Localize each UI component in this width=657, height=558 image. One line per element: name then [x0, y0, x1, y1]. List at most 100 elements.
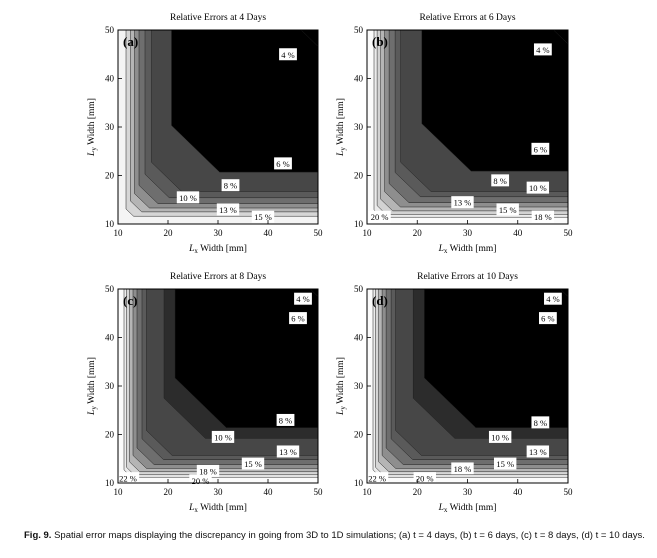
contour-label: 18 %: [454, 464, 472, 474]
contour-label: 20 %: [192, 476, 210, 486]
panel-c: 4 % 6 % 8 % 10 % 13 % 15 % 18 %20 % 22 % 10 20 30 4…: [87, 272, 323, 514]
y-axis-label: Ly Width [mm]: [336, 357, 347, 416]
y-axis-label-sub: y: [339, 406, 347, 410]
contour-label: 13 %: [529, 447, 547, 457]
contour-label-bg: [368, 210, 391, 223]
y-tick-label: 30: [354, 381, 364, 391]
contour-label: 8 %: [279, 415, 292, 425]
y-axis-label-rest: Width [mm]: [87, 357, 97, 406]
y-tick-label: 10: [105, 478, 115, 488]
y-tick-label: 50: [105, 284, 115, 294]
contour-label: 6 %: [534, 144, 547, 154]
y-axis-label-rest: Width [mm]: [87, 98, 97, 147]
y-axis-label: Ly Width [mm]: [336, 98, 347, 157]
contour-fills: [125, 30, 318, 217]
contour-label-bg: [251, 210, 275, 223]
panel-label: (c): [123, 293, 137, 308]
panel-label: (a): [123, 34, 138, 49]
contour-fills: [373, 30, 568, 218]
y-tick-label: 30: [354, 122, 364, 132]
contour-label: 15 %: [254, 212, 272, 222]
contour-label: 13 %: [279, 447, 297, 457]
x-axis-label-sub: x: [444, 506, 448, 514]
chart-title: Relative Errors at 8 Days: [170, 272, 266, 282]
chart-title: Relative Errors at 6 Days: [419, 13, 515, 23]
contour-label: 8 %: [534, 418, 547, 428]
x-axis-label-var: L: [188, 244, 194, 254]
contour-label-bg: [216, 203, 240, 216]
contour-label: 10 %: [214, 432, 232, 442]
x-tick-label: 10: [114, 228, 124, 238]
y-tick-label: 40: [105, 74, 115, 84]
x-axis-label: Lx Width [mm]: [438, 244, 497, 255]
contour-label: 10 %: [529, 183, 547, 193]
contour-label: 6 %: [291, 314, 304, 324]
contour-label-bg: [241, 457, 265, 470]
contour-region: [171, 30, 318, 173]
contour-label-bg: [531, 210, 555, 223]
y-tick-label: 30: [105, 381, 115, 391]
y-tick-label: 30: [105, 122, 115, 132]
y-tick-label: 20: [354, 171, 364, 181]
x-axis-label-sub: x: [194, 247, 198, 255]
panel-label: (b): [372, 34, 388, 49]
y-axis-label-rest: Width [mm]: [336, 98, 346, 147]
contour-label: 4 %: [546, 294, 559, 304]
contour-label-bg: [221, 179, 240, 192]
contour-label-bg: [451, 462, 474, 475]
y-axis-label-var: L: [336, 151, 346, 157]
chart-title: Relative Errors at 4 Days: [170, 13, 266, 23]
contour-label-bg: [533, 43, 552, 56]
contour-label: 15 %: [496, 459, 514, 469]
caption-text: Spatial error maps displaying the discre…: [54, 530, 645, 541]
contour-label: 6 %: [541, 314, 554, 324]
contour-label: 18 %: [534, 212, 552, 222]
contour-label-bg: [491, 174, 510, 187]
contour-region: [424, 289, 568, 428]
contour-label: 8 %: [224, 181, 237, 191]
y-tick-label: 50: [354, 284, 364, 294]
contour-label: 22 %: [119, 474, 137, 484]
contour-fills: [372, 289, 568, 478]
contour-label-bg: [493, 457, 517, 470]
contour-label: 10 %: [179, 193, 197, 203]
x-axis-label-sub: x: [194, 506, 198, 514]
x-tick-label: 20: [413, 228, 423, 238]
x-tick-label: 40: [264, 487, 274, 497]
x-axis-label-var: L: [438, 503, 444, 513]
contour-label-bg: [276, 413, 295, 426]
x-tick-label: 20: [164, 228, 174, 238]
x-tick-label: 20: [164, 487, 174, 497]
x-tick-label: 20: [413, 487, 423, 497]
contour-label: 6 %: [276, 159, 289, 169]
x-axis-label-var: L: [188, 503, 194, 513]
contour-label-bg: [274, 157, 292, 170]
contour-region-min: [309, 289, 318, 297]
contour-label-bg: [294, 292, 312, 305]
contour-label-bg: [196, 464, 220, 477]
contour-label: 18 %: [199, 466, 217, 476]
y-axis-label-sub: y: [90, 147, 98, 151]
x-axis-label: Lx Width [mm]: [188, 244, 247, 255]
contour-label-bg: [451, 196, 474, 209]
contour-label: 4 %: [536, 45, 549, 55]
contour-label-bg: [526, 445, 550, 458]
contour-label-bg: [276, 445, 300, 458]
x-axis-label-rest: Width [mm]: [447, 503, 496, 513]
y-tick-label: 50: [354, 25, 364, 35]
y-tick-label: 40: [105, 333, 115, 343]
contour-label-bg: [279, 48, 297, 61]
x-tick-label: 30: [463, 487, 473, 497]
contour-label-bg: [289, 312, 307, 325]
y-tick-label: 40: [354, 74, 364, 84]
contour-label-bg: [413, 472, 436, 485]
contour-label: 4 %: [281, 50, 294, 60]
contour-label: 15 %: [244, 459, 262, 469]
caption-label: Fig. 9.: [24, 530, 52, 541]
x-tick-label: 10: [114, 487, 124, 497]
x-tick-label: 40: [513, 228, 523, 238]
contour-label-bg: [531, 142, 550, 155]
contour-region: [174, 289, 318, 428]
y-tick-label: 20: [105, 171, 115, 181]
